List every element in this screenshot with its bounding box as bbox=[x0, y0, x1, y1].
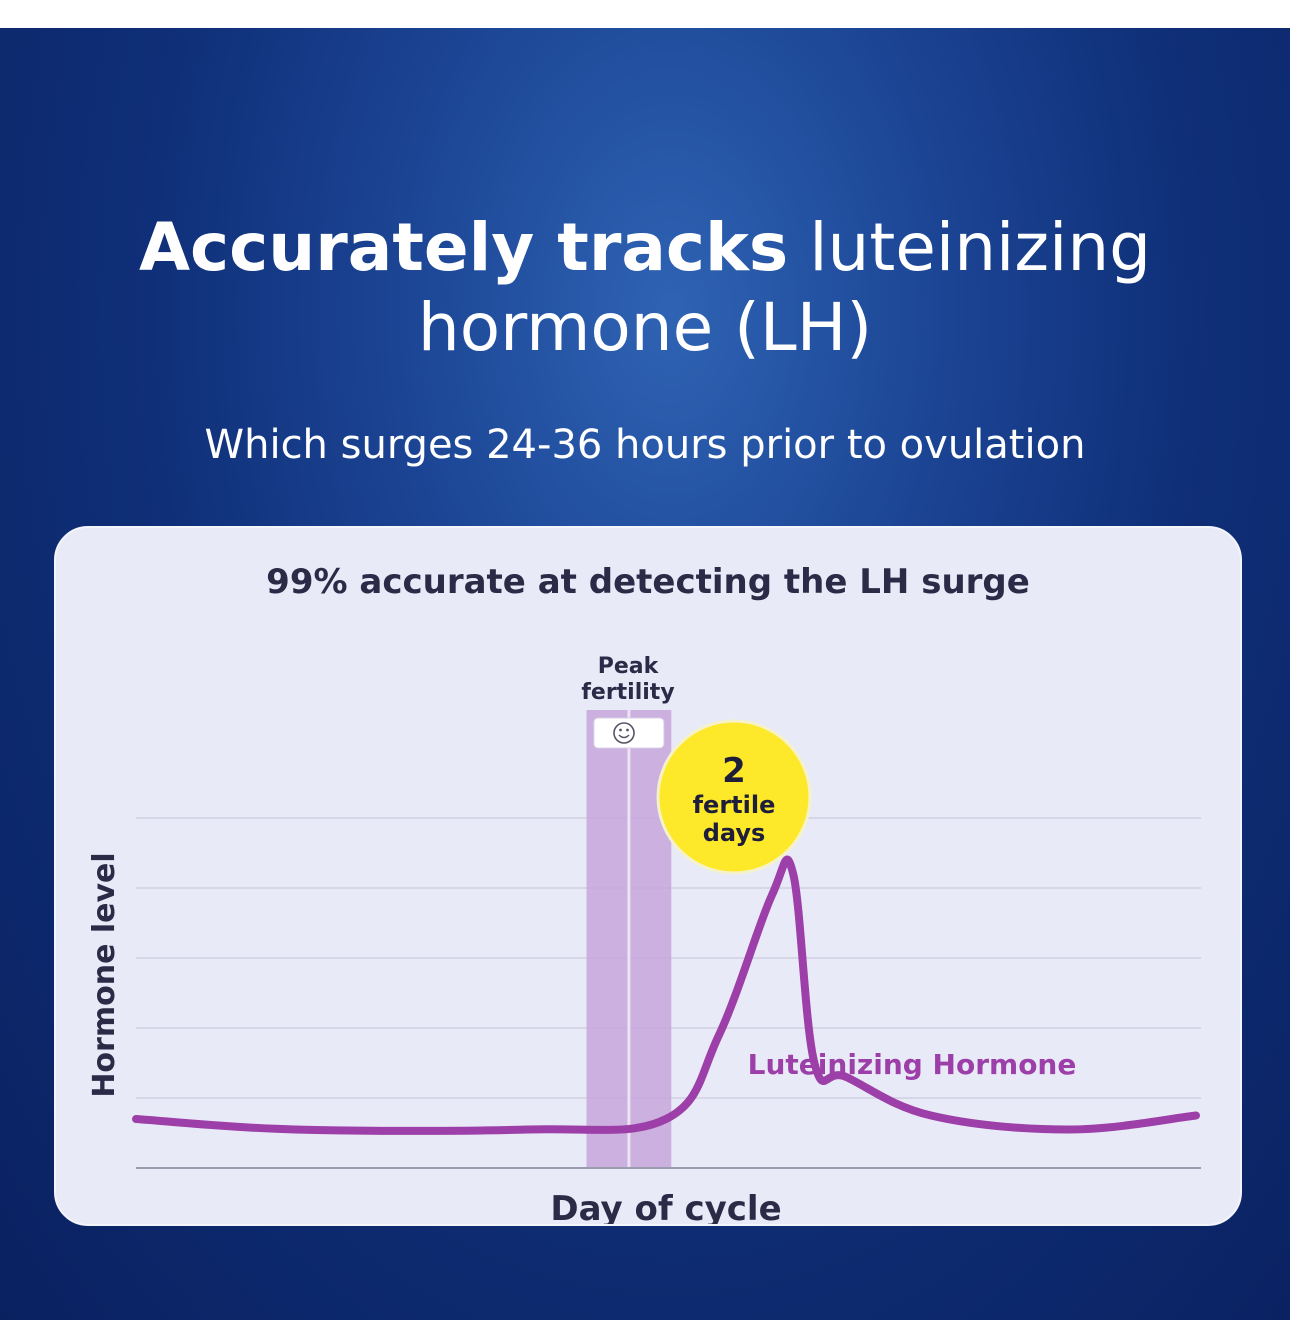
chart-card: 99% accurate at detecting the LH surge P… bbox=[54, 526, 1242, 1226]
band-left bbox=[586, 710, 629, 1168]
peak-label-line1: Peak bbox=[598, 654, 660, 679]
headline-rest: luteinizing hormone (LH) bbox=[417, 209, 1152, 366]
peak-fertility-band bbox=[586, 710, 672, 1168]
peak-label-line2: fertility bbox=[581, 680, 674, 705]
fertile-days-badge: 2 fertile days bbox=[656, 719, 812, 875]
subtitle: Which surges 24-36 hours prior to ovulat… bbox=[204, 422, 1086, 468]
headline: Accurately tracks luteinizing hormone (L… bbox=[0, 208, 1290, 368]
headline-bold: Accurately tracks bbox=[138, 209, 789, 286]
background-banner: Accurately tracks luteinizing hormone (L… bbox=[0, 28, 1290, 1320]
series-label: Luteinizing Hormone bbox=[748, 1048, 1077, 1081]
chart-title: 99% accurate at detecting the LH surge bbox=[266, 562, 1030, 602]
lh-series-line bbox=[132, 855, 1200, 1135]
badge-line2: days bbox=[703, 819, 766, 847]
y-axis-label: Hormone level bbox=[87, 852, 122, 1097]
smiley-face-icon bbox=[613, 722, 635, 744]
lh-chart: Peak fertility 2 fertile days Luteinizin… bbox=[87, 654, 1201, 1226]
badge-line1: fertile bbox=[693, 791, 776, 819]
badge-number: 2 bbox=[722, 751, 746, 791]
x-axis-label: Day of cycle bbox=[550, 1189, 781, 1226]
peak-indicator-box bbox=[593, 717, 665, 749]
